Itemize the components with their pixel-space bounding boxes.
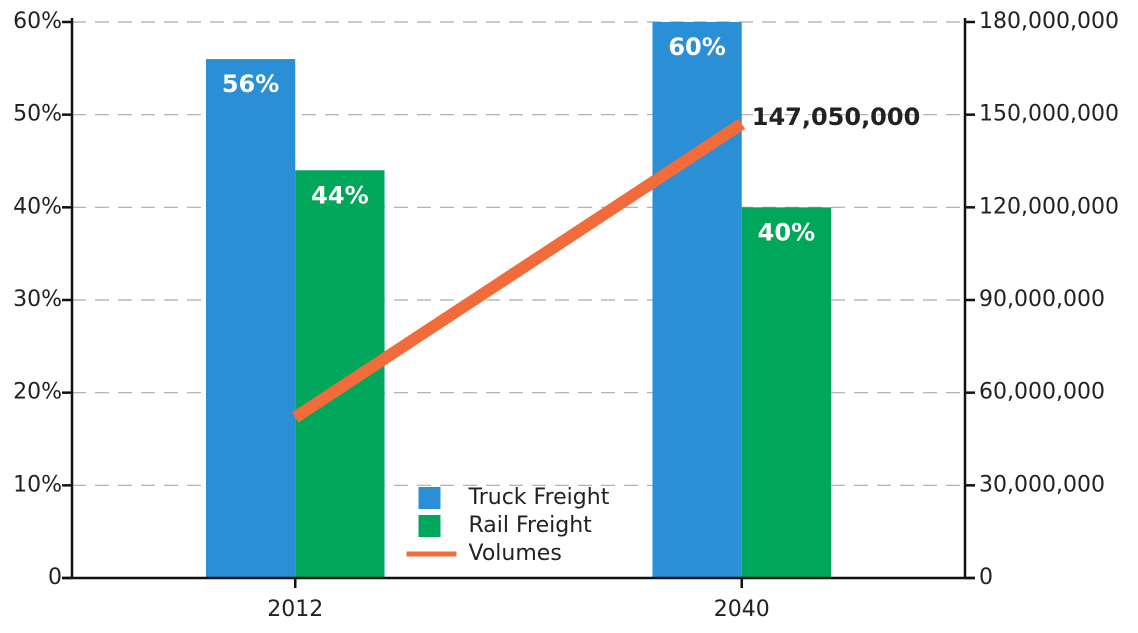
line-value-label: 147,050,000 [752, 103, 921, 131]
legend-swatch [418, 487, 441, 509]
line [291, 118, 746, 423]
legend-label: Rail Freight [469, 513, 593, 538]
bar-value-label: 40% [758, 218, 815, 246]
y2-tick-label: 180,000,000 [979, 9, 1119, 34]
bar-value-label: 56% [222, 70, 279, 98]
legend-label: Truck Freight [468, 485, 610, 510]
y2-tick-label: 90,000,000 [979, 287, 1105, 312]
bar [205, 59, 296, 579]
bar-value-label: 60% [668, 33, 725, 61]
y-tick-label: 20% [13, 380, 62, 405]
legend-label: Volumes [469, 541, 562, 566]
y-tick-label: 30% [13, 287, 62, 312]
y-tick-label: 10% [13, 472, 62, 497]
y2-tick-label: 0 [979, 565, 993, 590]
legend-swatch [418, 515, 441, 537]
bar [741, 207, 832, 579]
y2-tick-label: 150,000,000 [979, 102, 1119, 127]
y2-tick-label: 30,000,000 [979, 472, 1105, 497]
x-tick-label: 2040 [714, 597, 770, 622]
x-tick-label: 2012 [267, 597, 323, 622]
bar-value-label: 44% [311, 181, 368, 209]
y-tick-label: 60% [13, 9, 62, 34]
bar [652, 22, 742, 578]
y2-tick-label: 120,000,000 [979, 194, 1119, 219]
y2-tick-label: 60,000,000 [979, 380, 1105, 405]
y-tick-label: 40% [13, 194, 62, 219]
y-tick-label: 0 [48, 565, 62, 590]
y-tick-label: 50% [13, 102, 62, 127]
